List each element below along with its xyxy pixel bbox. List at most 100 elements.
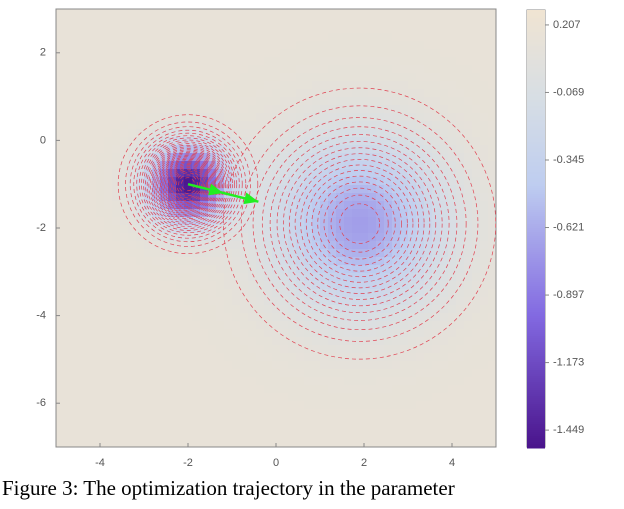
field-cell — [424, 105, 433, 114]
field-cell — [232, 401, 241, 410]
field-cell — [120, 153, 129, 162]
field-cell — [72, 297, 81, 306]
field-cell — [96, 369, 105, 378]
field-cell — [248, 313, 257, 322]
field-cell — [456, 353, 465, 362]
field-cell — [224, 169, 233, 178]
field-cell — [288, 225, 297, 234]
field-cell — [304, 241, 313, 250]
field-cell — [464, 313, 473, 322]
field-cell — [64, 313, 73, 322]
field-cell — [376, 241, 385, 250]
field-cell — [272, 121, 281, 130]
field-cell — [240, 441, 249, 448]
field-cell — [88, 129, 97, 138]
field-cell — [288, 385, 297, 394]
field-cell — [448, 121, 457, 130]
field-cell — [376, 345, 385, 354]
field-cell — [328, 73, 337, 82]
field-cell — [232, 105, 241, 114]
field-cell — [280, 393, 289, 402]
field-cell — [480, 113, 489, 122]
field-cell — [80, 217, 89, 226]
field-cell — [464, 193, 473, 202]
colorbar-cell — [527, 438, 545, 441]
field-cell — [408, 137, 417, 146]
field-cell — [144, 305, 153, 314]
field-cell — [232, 305, 241, 314]
field-cell — [456, 273, 465, 282]
field-cell — [312, 273, 321, 282]
field-cell — [360, 33, 369, 42]
field-cell — [152, 169, 161, 178]
field-cell — [256, 65, 265, 74]
field-cell — [480, 441, 489, 448]
field-cell — [384, 441, 393, 448]
field-cell — [120, 65, 129, 74]
field-cell — [112, 241, 121, 250]
field-cell — [424, 25, 433, 34]
field-cell — [232, 121, 241, 130]
field-cell — [288, 369, 297, 378]
field-cell — [136, 329, 145, 338]
field-cell — [208, 81, 217, 90]
field-cell — [384, 361, 393, 370]
field-cell — [328, 273, 337, 282]
field-cell — [112, 17, 121, 26]
field-cell — [64, 57, 73, 66]
field-cell — [456, 169, 465, 178]
field-cell — [328, 217, 337, 226]
field-cell — [136, 161, 145, 170]
field-cell — [272, 81, 281, 90]
field-cell — [328, 369, 337, 378]
field-cell — [88, 81, 97, 90]
colorbar-cell — [527, 196, 545, 199]
field-cell — [368, 393, 377, 402]
field-cell — [152, 57, 161, 66]
field-cell — [96, 161, 105, 170]
field-cell — [280, 233, 289, 242]
field-cell — [256, 73, 265, 82]
field-cell — [104, 329, 113, 338]
field-cell — [424, 361, 433, 370]
field-cell — [400, 337, 409, 346]
field-cell — [216, 353, 225, 362]
field-cell — [96, 393, 105, 402]
field-cell — [304, 401, 313, 410]
field-cell — [152, 41, 161, 50]
field-cell — [128, 113, 137, 122]
field-cell — [112, 209, 121, 218]
field-cell — [248, 329, 257, 338]
field-cell — [320, 169, 329, 178]
field-cell — [56, 201, 65, 210]
field-cell — [128, 273, 137, 282]
field-cell — [296, 57, 305, 66]
field-cell — [424, 169, 433, 178]
field-cell — [440, 441, 449, 448]
field-cell — [96, 401, 105, 410]
field-cell — [328, 249, 337, 258]
field-cell — [128, 233, 137, 242]
field-cell — [336, 177, 345, 186]
field-cell — [256, 313, 265, 322]
field-cell — [136, 377, 145, 386]
field-cell — [296, 145, 305, 154]
field-cell — [176, 121, 185, 130]
trajectory-arrow — [208, 183, 224, 196]
field-cell — [432, 345, 441, 354]
colorbar-cell — [527, 228, 545, 231]
field-cell — [440, 329, 449, 338]
field-cell — [464, 425, 473, 434]
colorbar-cell — [527, 218, 545, 221]
field-cell — [224, 377, 233, 386]
field-cell — [208, 369, 217, 378]
field-cell — [160, 385, 169, 394]
field-cell — [64, 113, 73, 122]
colorbar-cell — [527, 344, 545, 347]
colorbar-cell — [527, 382, 545, 385]
contour-line — [167, 164, 209, 205]
field-cell — [416, 385, 425, 394]
field-cell — [240, 313, 249, 322]
field-cell — [144, 417, 153, 426]
contour-line — [133, 129, 243, 239]
